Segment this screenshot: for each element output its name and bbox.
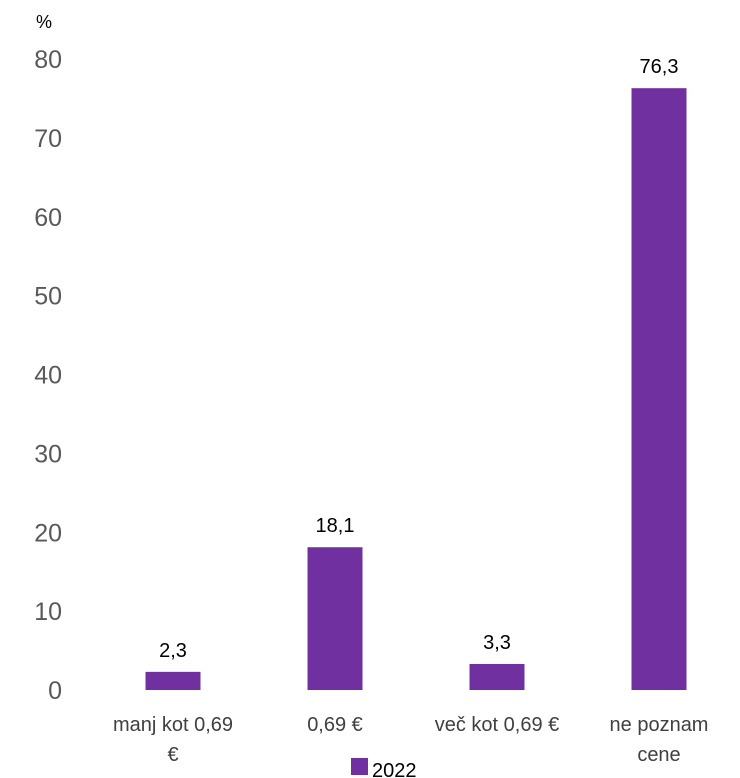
y-tick-label: 10 [34, 598, 62, 626]
bar [307, 547, 363, 690]
bar-value-label: 2,3 [159, 640, 187, 662]
y-tick-label: 20 [34, 519, 62, 547]
category-label: manj kot 0,69 € [113, 714, 233, 766]
y-tick-label: 30 [34, 440, 62, 468]
category-label: več kot 0,69 € [435, 714, 560, 736]
y-tick-label: 60 [34, 204, 62, 232]
y-axis-ticks: 0 10 20 30 40 50 60 70 80 [34, 46, 62, 705]
category-label: ne poznam cene [610, 714, 709, 766]
bar [145, 671, 201, 690]
legend: 2022 [351, 758, 417, 778]
bar [631, 88, 687, 691]
bar-value-label: 3,3 [483, 632, 511, 654]
legend-label: 2022 [372, 760, 417, 778]
y-tick-label: 50 [34, 283, 62, 311]
y-tick-label: 40 [34, 362, 62, 390]
bar-value-label: 76,3 [640, 56, 679, 78]
y-tick-label: 0 [48, 677, 62, 705]
legend-swatch [351, 758, 368, 775]
y-tick-label: 70 [34, 125, 62, 153]
x-axis-category-labels: manj kot 0,69 € 0,69 € več kot 0,69 € ne poz… [113, 714, 709, 766]
bar-series [145, 88, 687, 691]
bar [469, 663, 525, 690]
data-labels: 2,3 18,1 3,3 76,3 [159, 56, 678, 662]
y-tick-label: 80 [34, 46, 62, 74]
bar-value-label: 18,1 [316, 515, 355, 537]
category-label: 0,69 € [307, 714, 363, 736]
y-axis-unit-label: % [36, 12, 52, 32]
